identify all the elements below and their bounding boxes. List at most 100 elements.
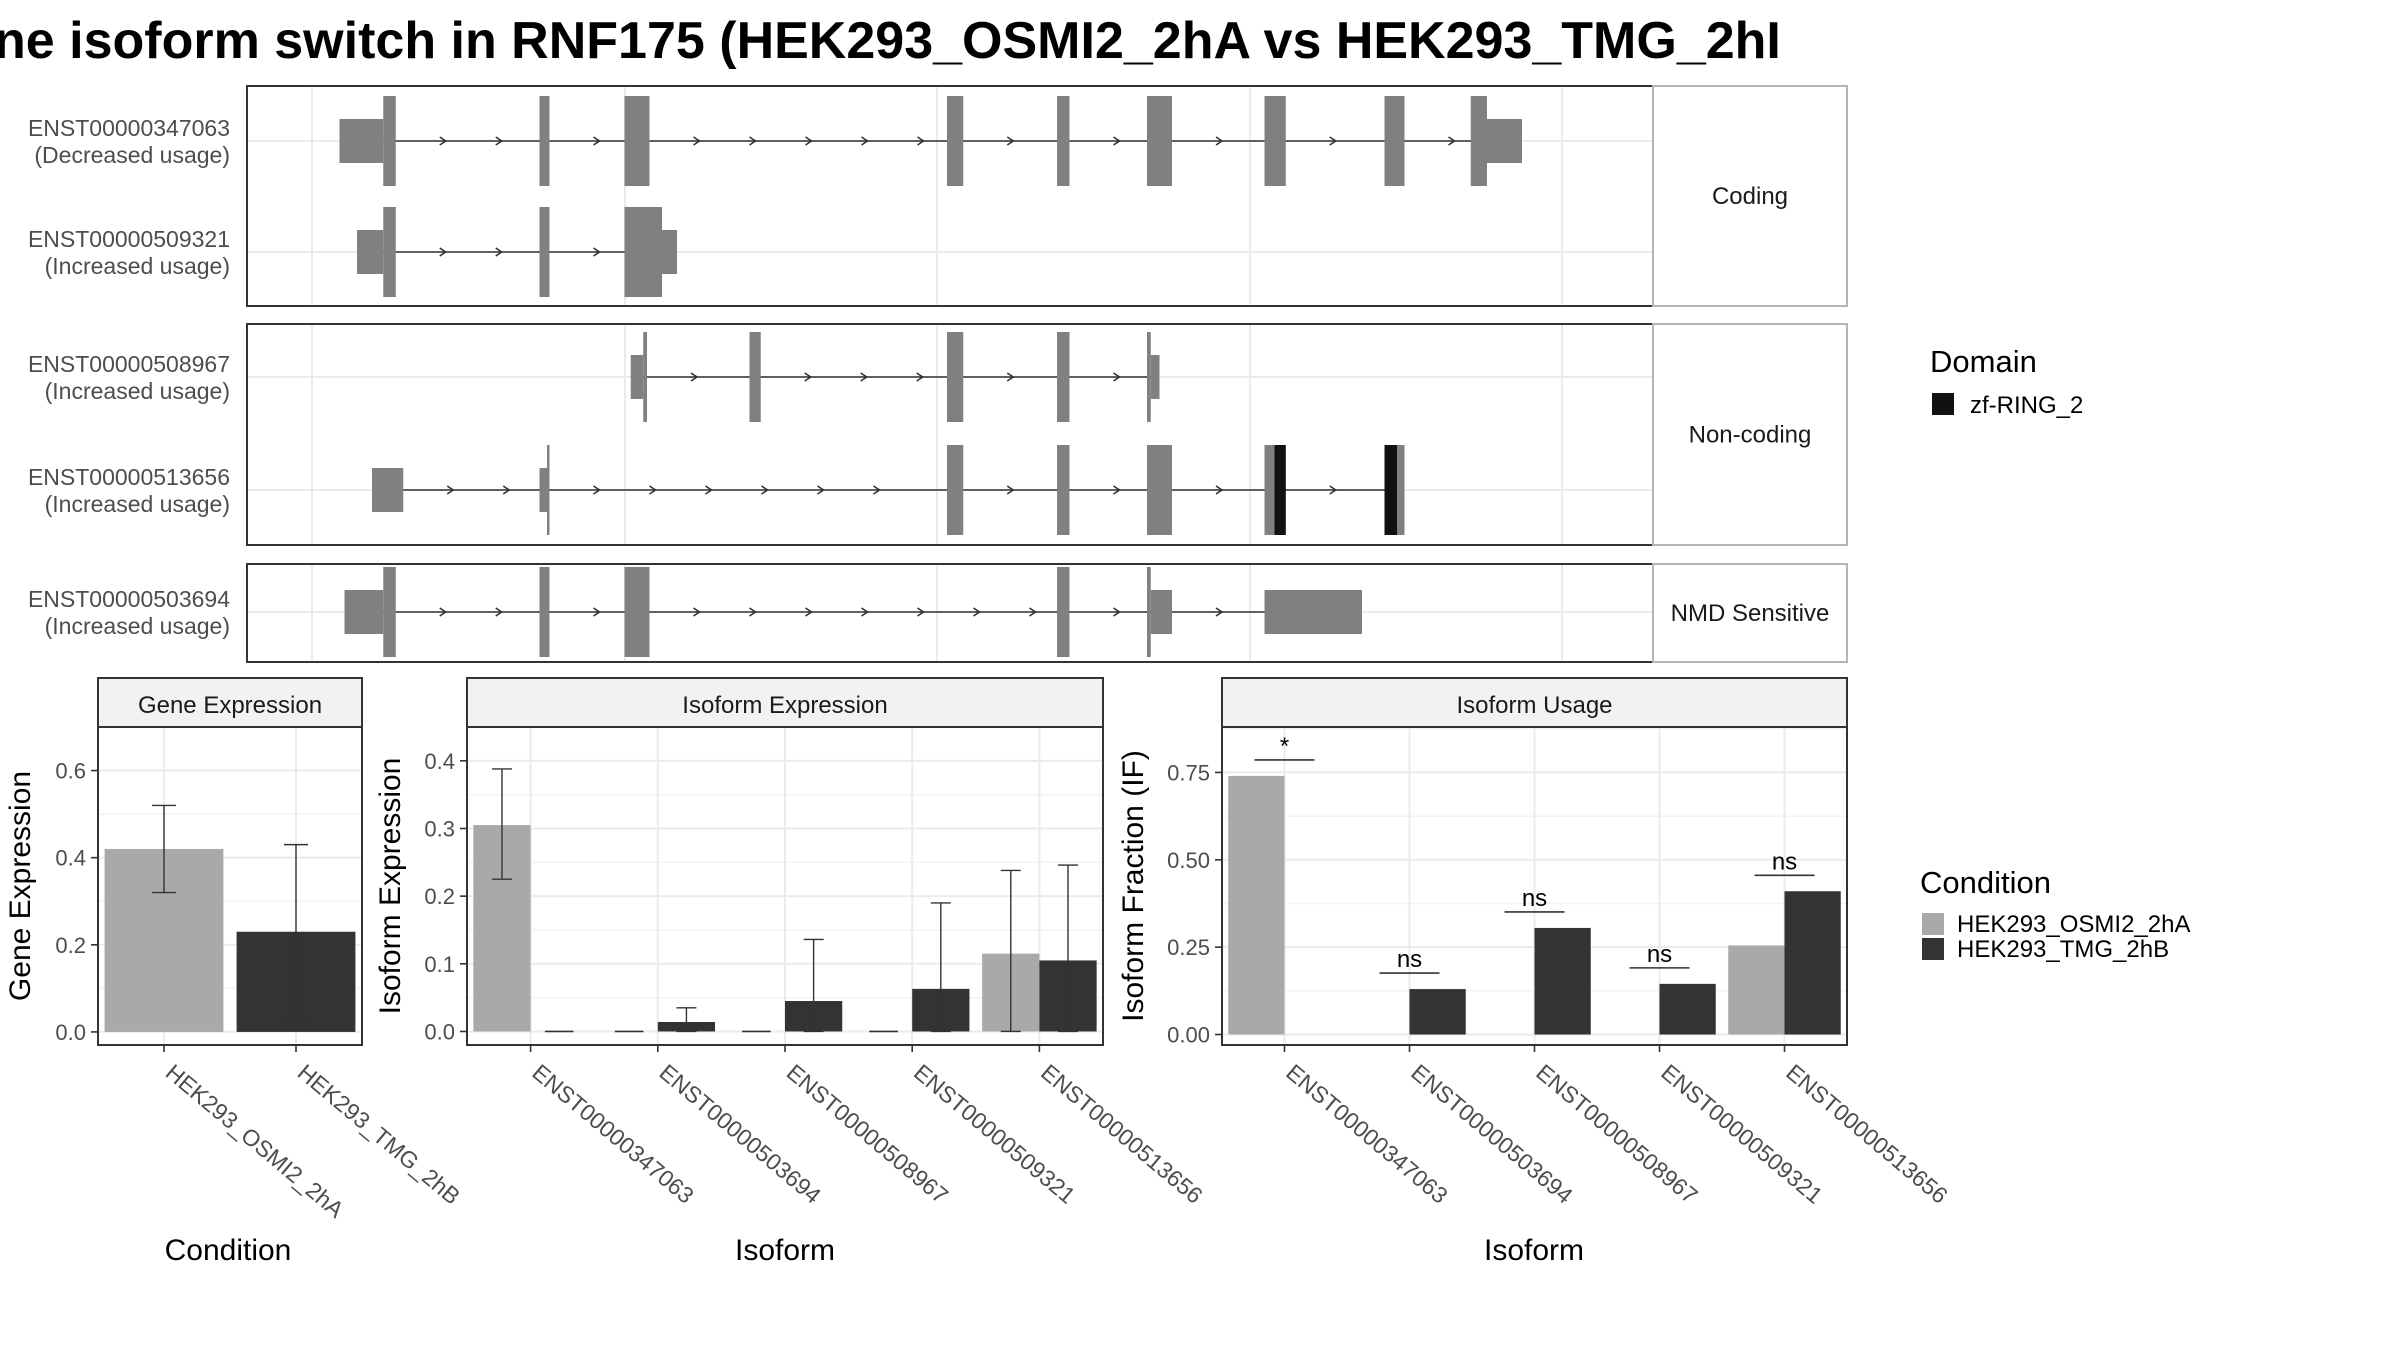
utr-exon xyxy=(539,468,547,512)
y-tick-label: 0.25 xyxy=(1167,935,1210,960)
utr-exon xyxy=(357,230,384,274)
intron-arrow xyxy=(439,607,448,617)
intron-arrow xyxy=(749,136,757,146)
significance-label: * xyxy=(1280,733,1289,760)
utr-exon xyxy=(372,468,404,512)
coding-exon xyxy=(643,332,647,422)
utr-exon xyxy=(630,355,644,399)
intron-arrow xyxy=(1113,607,1121,617)
condition-legend-swatch-b xyxy=(1922,938,1944,960)
facet-strip xyxy=(1652,85,1848,307)
significance-label: ns xyxy=(1647,941,1672,968)
intron-arrow xyxy=(1329,485,1338,495)
transcript-usage-label: (Increased usage) xyxy=(45,491,230,517)
y-tick-label: 0.0 xyxy=(424,1019,455,1044)
intron-arrow xyxy=(593,247,601,257)
facet-strip xyxy=(1652,323,1848,546)
significance-label: ns xyxy=(1397,946,1422,973)
y-tick-label: 0.4 xyxy=(55,846,86,871)
domain-zf-ring-2 xyxy=(1274,445,1286,535)
panel-title: Isoform Usage xyxy=(1456,692,1612,719)
intron-arrow xyxy=(1113,136,1121,146)
transcript-usage-label: (Decreased usage) xyxy=(34,142,230,168)
utr-exon xyxy=(344,590,384,634)
utr-exon xyxy=(1264,590,1362,634)
legends: Domain zf-RING_2 Condition HEK293_OSMI2_… xyxy=(1920,344,2190,963)
utr-exon xyxy=(339,119,384,163)
x-axis-title: Isoform xyxy=(1484,1234,1584,1267)
intron-arrow xyxy=(805,607,813,617)
y-tick-label: 0.2 xyxy=(55,933,86,958)
intron-arrow xyxy=(690,372,699,382)
intron-arrow xyxy=(1448,136,1456,146)
coding-exon xyxy=(1147,567,1151,657)
intron-arrow xyxy=(861,136,869,146)
domain-legend-label: zf-RING_2 xyxy=(1970,392,2083,419)
intron-arrow xyxy=(973,607,981,617)
intron-arrow xyxy=(1006,485,1015,495)
intron-arrow xyxy=(1329,136,1338,146)
y-tick-label: 0.6 xyxy=(55,759,86,784)
intron-arrow xyxy=(495,136,504,146)
coding-exon xyxy=(547,445,550,535)
panel-strip xyxy=(1221,677,1848,728)
condition-legend-title: Condition xyxy=(1920,865,2051,900)
facet-label: NMD Sensitive xyxy=(1671,600,1830,627)
domain-legend-title: Domain xyxy=(1930,344,2037,379)
condition-legend-swatch-a xyxy=(1922,913,1944,935)
intron-arrow xyxy=(593,607,601,617)
bar-panel-2: Isoform Usage0.000.250.500.75*nsnsnsnsEN… xyxy=(1117,677,1953,1267)
intron-arrow xyxy=(817,485,825,495)
transcript-id-label: ENST00000513656 xyxy=(28,464,230,490)
coding-exon xyxy=(1264,96,1286,186)
intron-arrow xyxy=(917,607,925,617)
transcript-structure-panel: ENST00000347063(Decreased usage) ENST0000… xyxy=(28,85,1848,663)
significance-label: ns xyxy=(1772,848,1797,875)
coding-exon xyxy=(1470,96,1487,186)
bar xyxy=(1228,775,1285,1035)
coding-exon xyxy=(624,207,662,297)
intron-arrow xyxy=(1113,372,1121,382)
y-axis-title: Isoform Expression xyxy=(374,758,407,1015)
intron-arrow xyxy=(439,247,448,257)
coding-exon xyxy=(749,332,761,422)
intron-arrow xyxy=(749,607,757,617)
intron-arrow xyxy=(693,136,701,146)
bar xyxy=(1534,927,1591,1035)
condition-legend-label-a: HEK293_OSMI2_2hA xyxy=(1957,911,2190,938)
y-tick-label: 0.3 xyxy=(424,816,455,841)
utr-exon xyxy=(1150,355,1160,399)
coding-exon xyxy=(947,96,964,186)
intron-arrow xyxy=(1113,485,1121,495)
utr-exon xyxy=(662,230,677,274)
transcript-usage-label: (Increased usage) xyxy=(45,613,230,639)
y-tick-label: 0.0 xyxy=(55,1020,86,1045)
intron-arrow xyxy=(916,372,925,382)
coding-exon xyxy=(539,207,550,297)
transcript-usage-label: (Increased usage) xyxy=(45,378,230,404)
intron-arrow xyxy=(1215,485,1224,495)
y-tick-label: 0.50 xyxy=(1167,848,1210,873)
coding-exon xyxy=(1147,332,1151,422)
coding-exon xyxy=(624,96,650,186)
transcript-id-label: ENST00000509321 xyxy=(28,226,230,252)
y-tick-label: 0.2 xyxy=(424,884,455,909)
figure-title: ne isoform switch in RNF175 (HEK293_OSMI… xyxy=(0,12,1781,70)
coding-exon xyxy=(539,567,550,657)
intron-arrow xyxy=(860,372,869,382)
intron-arrow xyxy=(804,372,813,382)
facet-label: Coding xyxy=(1712,183,1788,210)
y-tick-label: 0.75 xyxy=(1167,760,1210,785)
intron-arrow xyxy=(439,136,448,146)
intron-arrow xyxy=(761,485,769,495)
intron-arrow xyxy=(502,485,511,495)
coding-exon xyxy=(1057,445,1070,535)
panel-title: Isoform Expression xyxy=(682,692,887,719)
y-tick-label: 0.00 xyxy=(1167,1023,1210,1048)
intron-arrow xyxy=(805,136,813,146)
facet-label: Non-coding xyxy=(1689,422,1812,449)
coding-exon xyxy=(383,207,396,297)
intron-arrow xyxy=(1006,136,1015,146)
facet-strip xyxy=(1652,563,1848,663)
